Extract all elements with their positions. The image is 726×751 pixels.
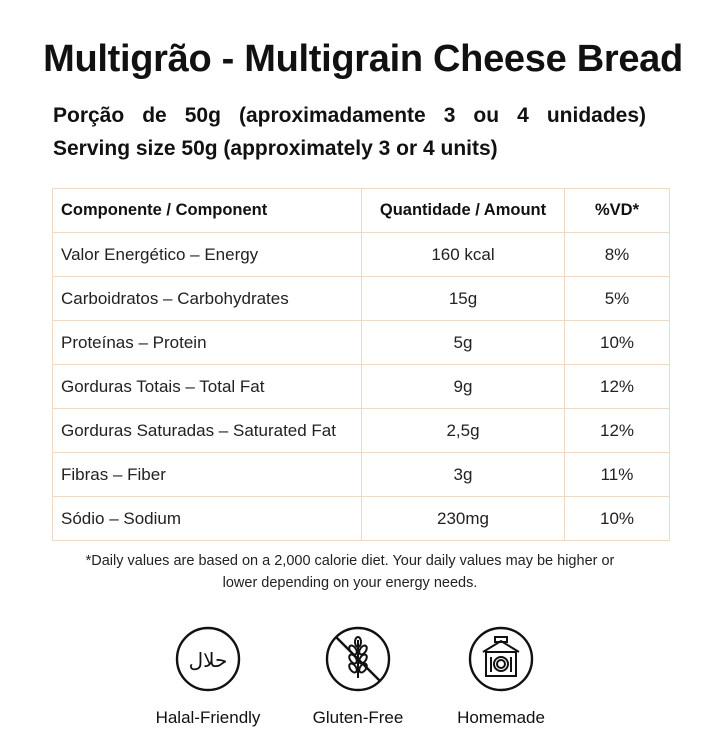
row-daily-value: 10% (564, 496, 670, 541)
footnote: *Daily values are based on a 2,000 calor… (60, 550, 640, 594)
row-amount: 3g (361, 452, 565, 497)
row-daily-value: 12% (564, 364, 670, 409)
footnote-line-2: lower depending on your energy needs. (222, 575, 478, 591)
halal-icon: حلال (175, 626, 241, 692)
gluten-free-icon (325, 626, 391, 692)
header-amount: Quantidade / Amount (361, 188, 565, 233)
header-daily-value: %VD* (564, 188, 670, 233)
row-daily-value: 5% (564, 276, 670, 321)
row-amount: 2,5g (361, 408, 565, 453)
header-component: Componente / Component (52, 188, 362, 233)
row-daily-value: 11% (564, 452, 670, 497)
halal-icon-text: حلال (189, 648, 228, 672)
table-row: Sódio – Sodium 230mg 10% (52, 496, 670, 541)
nutrition-table: Componente / Component Quantidade / Amou… (52, 188, 670, 541)
footnote-line-1: *Daily values are based on a 2,000 calor… (85, 553, 615, 569)
row-amount: 160 kcal (361, 232, 565, 277)
badge-label-homemade: Homemade (457, 708, 545, 727)
row-component: Gorduras Saturadas – Saturated Fat (52, 408, 362, 453)
row-amount: 9g (361, 364, 565, 409)
gluten-free-badge: Gluten-Free (288, 626, 428, 728)
row-amount: 230mg (361, 496, 565, 541)
row-amount: 15g (361, 276, 565, 321)
table-row: Gorduras Saturadas – Saturated Fat 2,5g … (52, 408, 670, 453)
row-component: Proteínas – Protein (52, 320, 362, 365)
badge-label-gluten-free: Gluten-Free (312, 708, 404, 727)
row-daily-value: 10% (564, 320, 670, 365)
row-component: Valor Energético – Energy (52, 232, 362, 277)
badge-label-halal: Halal-Friendly (155, 708, 261, 727)
table-row: Valor Energético – Energy 160 kcal 8% (52, 232, 670, 277)
serving-size-en: Serving size 50g (approximately 3 or 4 u… (53, 137, 498, 160)
table-row: Proteínas – Protein 5g 10% (52, 320, 670, 365)
homemade-badge: Homemade (431, 626, 571, 728)
table-header-row: Componente / Component Quantidade / Amou… (52, 188, 670, 233)
row-daily-value: 12% (564, 408, 670, 453)
row-amount: 5g (361, 320, 565, 365)
table-row: Carboidratos – Carbohydrates 15g 5% (52, 276, 670, 321)
row-component: Sódio – Sodium (52, 496, 362, 541)
page-title: Multigrão - Multigrain Cheese Bread (43, 38, 683, 80)
table-row: Fibras – Fiber 3g 11% (52, 452, 670, 497)
serving-size-pt: Porção de 50g (aproximadamente 3 ou 4 un… (53, 104, 646, 127)
halal-badge: حلال Halal-Friendly (138, 626, 278, 728)
table-row: Gorduras Totais – Total Fat 9g 12% (52, 364, 670, 409)
row-component: Fibras – Fiber (52, 452, 362, 497)
homemade-icon (468, 626, 534, 692)
row-component: Carboidratos – Carbohydrates (52, 276, 362, 321)
row-daily-value: 8% (564, 232, 670, 277)
row-component: Gorduras Totais – Total Fat (52, 364, 362, 409)
